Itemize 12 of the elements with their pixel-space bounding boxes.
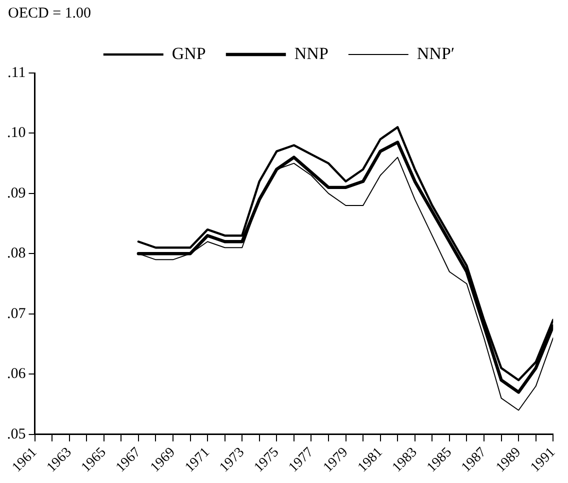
y-tick-label: .10 [7,125,26,142]
y-tick-label: .08 [7,246,26,262]
y-tick-label: .11 [8,64,26,81]
legend-label: NNP′ [416,44,455,63]
legend-label: GNP [172,44,206,63]
y-tick-label: .06 [7,366,26,382]
legend-label: NNP [294,44,328,63]
x-tick-label: 1981 [355,445,386,476]
y-tick-label: .05 [7,426,26,442]
y-tick-label: .09 [7,185,26,202]
y-axis-title: OECD = 1.00 [8,5,92,22]
y-tick-label: .07 [7,306,26,322]
